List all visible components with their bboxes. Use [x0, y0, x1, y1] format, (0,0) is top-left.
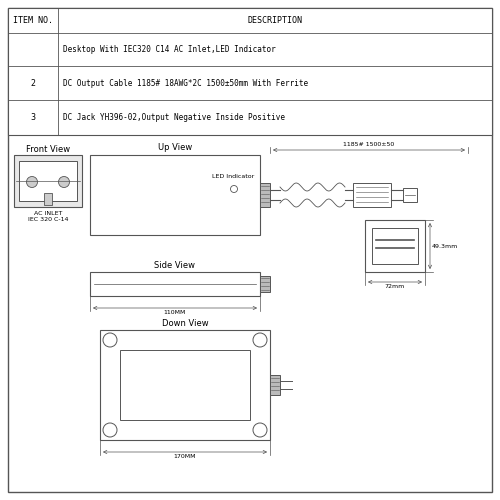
Text: DC Output Cable 1185# 18AWG*2C 1500±50mm With Ferrite: DC Output Cable 1185# 18AWG*2C 1500±50mm… — [63, 78, 308, 88]
Circle shape — [103, 423, 117, 437]
Text: Down View: Down View — [162, 318, 208, 328]
Bar — [8, 8, 492, 135]
Text: DC Jack YH396-02,Output Negative Inside Positive: DC Jack YH396-02,Output Negative Inside … — [63, 113, 285, 122]
Text: Side View: Side View — [154, 260, 196, 270]
Bar — [365, 220, 425, 272]
Circle shape — [230, 186, 237, 192]
Bar — [260, 183, 270, 207]
Circle shape — [103, 333, 117, 347]
Text: 2: 2 — [30, 78, 36, 88]
Circle shape — [26, 176, 38, 188]
Bar — [19, 161, 77, 201]
Text: 3: 3 — [30, 113, 36, 122]
Text: Up View: Up View — [158, 144, 192, 152]
Text: DESCRIPTION: DESCRIPTION — [248, 16, 302, 25]
Text: LED Indicator: LED Indicator — [212, 174, 254, 180]
Text: Front View: Front View — [26, 146, 70, 154]
Bar — [100, 330, 270, 440]
Bar — [270, 375, 280, 395]
Bar — [90, 155, 260, 235]
Bar — [120, 350, 250, 420]
Bar — [353, 183, 391, 207]
Bar — [372, 228, 418, 264]
Text: ITEM NO.: ITEM NO. — [13, 16, 53, 25]
Bar — [14, 155, 82, 207]
Bar — [44, 193, 52, 205]
Text: 72mm: 72mm — [385, 284, 405, 289]
Bar — [90, 272, 260, 296]
Text: AC INLET
IEC 320 C-14: AC INLET IEC 320 C-14 — [28, 211, 68, 222]
Text: 110MM: 110MM — [164, 310, 186, 315]
Text: 49.3mm: 49.3mm — [432, 244, 458, 248]
Circle shape — [253, 423, 267, 437]
Circle shape — [58, 176, 70, 188]
Circle shape — [253, 333, 267, 347]
Bar — [260, 276, 270, 292]
Text: 1185# 1500±50: 1185# 1500±50 — [344, 142, 394, 147]
Bar — [403, 188, 417, 202]
Text: 170MM: 170MM — [174, 454, 196, 459]
Text: Desktop With IEC320 C14 AC Inlet,LED Indicator: Desktop With IEC320 C14 AC Inlet,LED Ind… — [63, 45, 276, 54]
